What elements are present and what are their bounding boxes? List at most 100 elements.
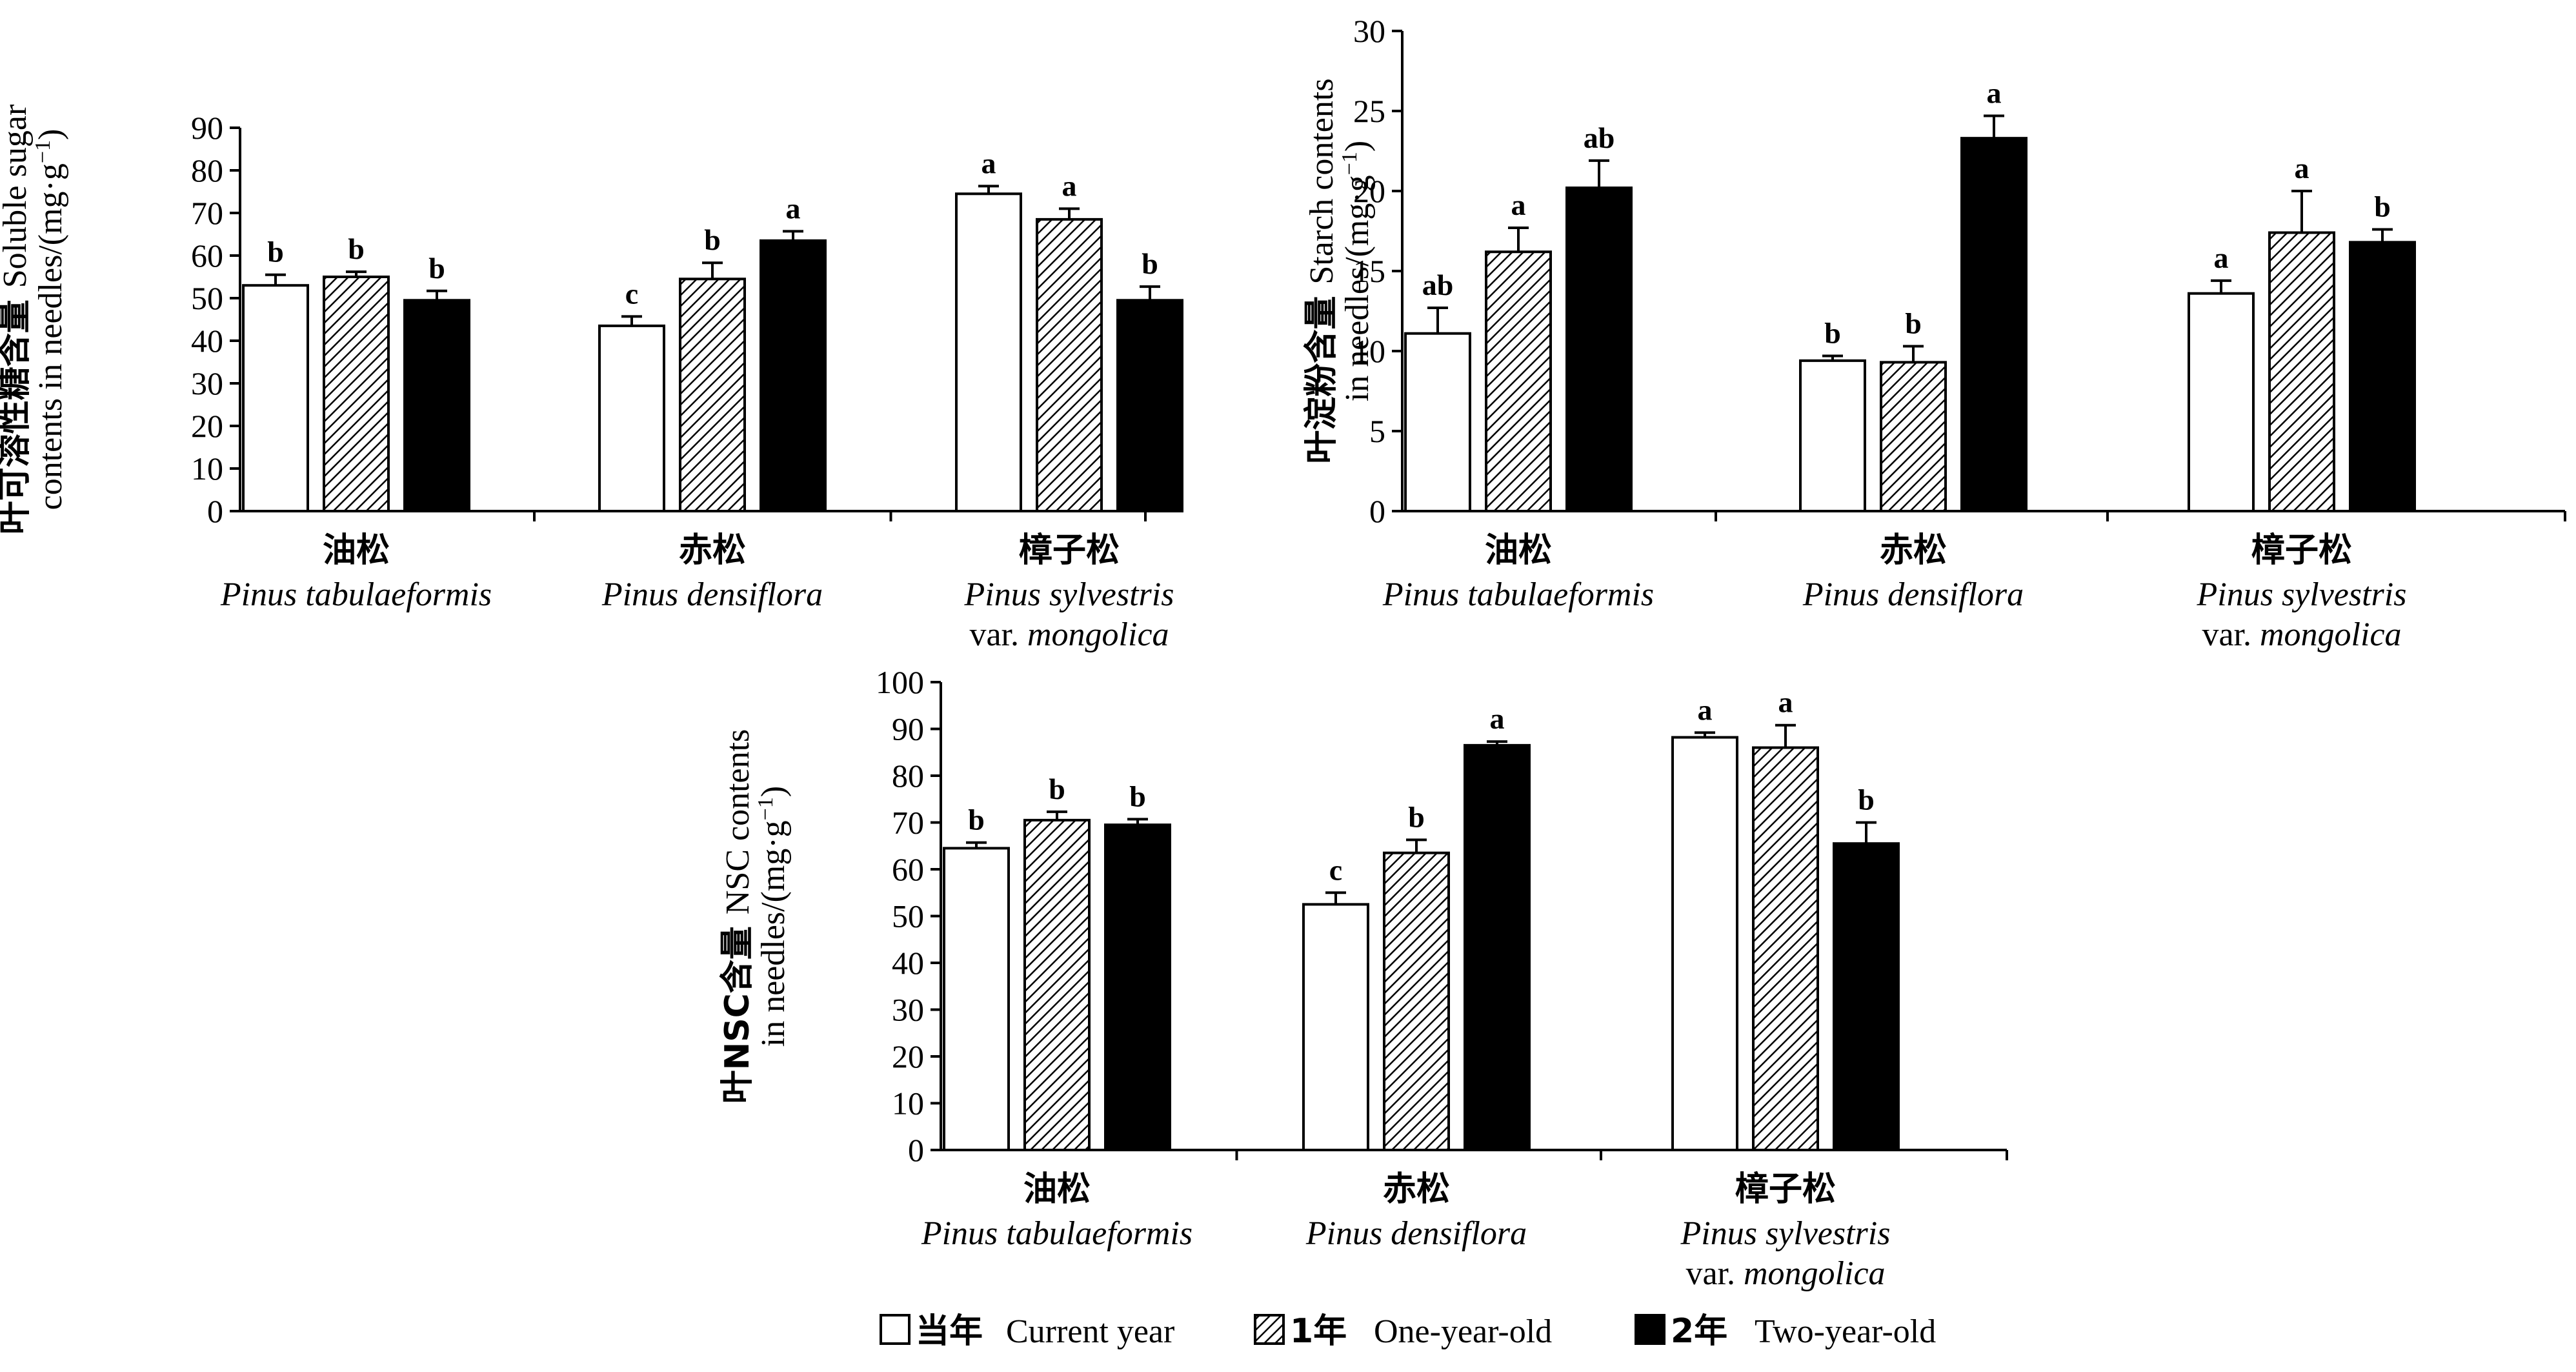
variety-name: mongolica	[1744, 1255, 1886, 1292]
significance-letter: a	[2295, 152, 2309, 185]
bar-current-year	[1302, 903, 1369, 1151]
y-axis-label-en: Starch contents	[1303, 78, 1340, 284]
category-label-cn: 赤松	[1880, 531, 1947, 570]
legend-swatch-1	[1254, 1314, 1285, 1345]
bar-two-year-old	[1464, 743, 1531, 1151]
bar-one-year-old	[2268, 231, 2335, 512]
significance-letter: a	[1778, 686, 1793, 719]
category-label-latin: Pinus densiflora	[1305, 1215, 1527, 1252]
significance-letter: b	[348, 232, 365, 265]
bar-current-year	[242, 284, 309, 512]
bar-two-year-old	[1565, 187, 1633, 512]
y-axis-label-line1: 叶NSC含量 NSC contents	[718, 729, 757, 1104]
y-axis-label-cn: 叶可溶性糖含量	[0, 299, 34, 534]
significance-letter: a	[981, 146, 996, 179]
legend-label-cn: 1年	[1290, 1312, 1347, 1351]
category-label-latin: Pinus sylvestris	[1680, 1215, 1891, 1252]
bar-one-year-old	[1023, 818, 1091, 1151]
y-tick-label: 30	[191, 365, 223, 401]
y-tick-label: 80	[892, 758, 924, 794]
legend-label-en: Two-year-old	[1755, 1313, 1936, 1350]
y-axis-label-line2: in needles/(mg·g−1)	[1338, 141, 1376, 401]
y-tick-label: 80	[191, 152, 223, 188]
bar-one-year-old	[1036, 217, 1103, 512]
y-tick-label: 10	[1353, 333, 1385, 369]
legend-label-cn: 当年	[916, 1312, 983, 1351]
y-tick-label: 25	[1353, 93, 1385, 129]
legend: 当年 Current year 1年 One-year-old 2年 Two-year-o…	[880, 1312, 1936, 1351]
category-label-cn: 樟子松	[1019, 531, 1120, 570]
y-axis-label-line1: 叶可溶性糖含量 Soluble sugar	[0, 105, 34, 535]
chart-soluble-sugar: 0 10 20 30 40 50 60 70 80 90 b b b 油松 Pinus tabulaefor…	[0, 105, 1183, 653]
bar-two-year-old	[1833, 842, 1900, 1151]
y-axis-label-cn: 叶淀粉含量	[1302, 296, 1341, 464]
significance-letter: b	[1129, 780, 1146, 812]
category-label-latin: Pinus sylvestris	[964, 576, 1174, 613]
category-label-latin: Pinus sylvestris	[2197, 576, 2407, 613]
category-label-latin: Pinus tabulaeformis	[921, 1215, 1192, 1252]
bar-current-year	[1404, 332, 1471, 512]
bar-current-year	[955, 192, 1022, 512]
y-axis-label-units: in needles/(mg·g	[755, 820, 792, 1047]
y-tick-label: 50	[892, 898, 924, 934]
bar-two-year-old	[1116, 299, 1183, 512]
category-label-cn: 赤松	[1383, 1170, 1450, 1209]
bar-current-year	[1671, 736, 1738, 1152]
y-tick-label: 60	[191, 237, 223, 274]
significance-letter: a	[1987, 76, 2002, 109]
y-tick-label: 10	[191, 450, 223, 487]
y-axis-label-units: in needles/(mg·g	[1339, 175, 1376, 401]
significance-letter: c	[1329, 853, 1342, 886]
y-axis-label-close: )	[755, 786, 792, 797]
variety-prefix: var.	[1685, 1255, 1744, 1292]
y-tick-label: 5	[1369, 413, 1385, 449]
significance-letter: c	[625, 277, 638, 310]
category-label-cn: 油松	[1485, 531, 1552, 570]
significance-letter: a	[1062, 169, 1077, 202]
legend-label-cn: 2年	[1671, 1312, 1727, 1351]
variety-prefix: var.	[2202, 616, 2260, 653]
category-label-cn: 樟子松	[1735, 1170, 1836, 1209]
category-label-latin: Pinus densiflora	[601, 576, 823, 613]
y-tick-label: 40	[892, 945, 924, 981]
category-label-cn: 油松	[323, 531, 390, 570]
category-label-variety: var. mongolica	[1685, 1255, 1885, 1292]
bar-current-year	[2188, 292, 2255, 512]
y-tick-label: 70	[191, 195, 223, 231]
significance-letter: b	[267, 236, 284, 268]
y-tick-label: 0	[1369, 493, 1385, 529]
category-label-cn: 油松	[1023, 1170, 1091, 1209]
category-label-latin: Pinus tabulaeformis	[1382, 576, 1654, 613]
category-label-variety: var. mongolica	[2202, 616, 2401, 653]
category-label-variety: var. mongolica	[969, 616, 1169, 653]
significance-letter: b	[1905, 307, 1922, 340]
y-tick-label: 50	[191, 280, 223, 316]
y-tick-label: 90	[892, 711, 924, 747]
category-label-cn: 樟子松	[2251, 531, 2352, 570]
y-axis-label-superscript: −1	[1338, 152, 1362, 175]
bar-two-year-old	[2349, 241, 2416, 512]
significance-letter: a	[1490, 702, 1505, 735]
y-axis-label-line1: 叶淀粉含量 Starch contents	[1302, 78, 1341, 463]
significance-letter: b	[1858, 783, 1875, 816]
bar-current-year	[943, 847, 1010, 1151]
y-tick-label: 60	[892, 851, 924, 887]
y-tick-label: 20	[892, 1038, 924, 1074]
category-label-cn: 赤松	[679, 531, 746, 570]
chart-nsc: 0 10 20 30 40 50 60 70 80 90 100 b b b 油松 Pinus tabulae…	[718, 664, 2008, 1292]
bar-two-year-old	[1960, 137, 2028, 513]
significance-letter: a	[1698, 693, 1713, 726]
legend-label-en: Current year	[1006, 1313, 1174, 1350]
significance-letter: a	[2214, 241, 2229, 274]
y-tick-label: 30	[892, 992, 924, 1028]
y-axis-label-line2: contents in needles/(mg·g−1)	[31, 129, 69, 510]
y-axis-label-superscript: −1	[31, 140, 55, 163]
significance-letter: b	[428, 252, 445, 285]
significance-letter: a	[1511, 188, 1526, 221]
bar-current-year	[598, 324, 665, 512]
y-tick-label: 0	[908, 1132, 924, 1168]
bar-two-year-old	[1104, 823, 1171, 1151]
y-tick-label: 10	[892, 1085, 924, 1122]
significance-letter: b	[1049, 772, 1065, 805]
variety-name: mongolica	[2260, 616, 2402, 653]
